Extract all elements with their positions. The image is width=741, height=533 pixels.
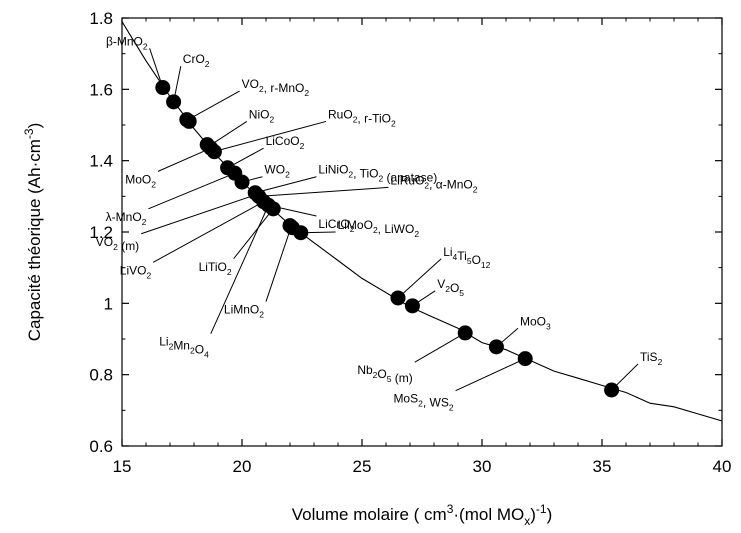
y-tick-label: 1 [104,294,113,313]
annotation-label: MoS2, WS2 [393,392,453,413]
annotation-label: TiS2 [640,350,663,367]
annotation-label: LiTiO2 [199,260,232,277]
leader-line [157,147,212,172]
leader-line [397,258,442,299]
leader-line [255,176,317,194]
x-tick-label: 25 [353,457,372,476]
plot-frame [121,17,723,447]
annotations: β-MnO2 CrO2 VO2, r-MnO2 NiO2 RuO2, r-TiO2 MoO… [96,34,663,412]
x-tick-label: 35 [593,457,612,476]
data-point [517,351,533,367]
annotation-label: RuO2, r-TiO2 [328,107,396,128]
annotation-label: VO2, r-MnO2 [242,77,310,98]
data-point [206,144,222,160]
data-point [404,298,420,314]
data-point [166,94,182,110]
x-tick-label: 30 [473,457,492,476]
y-tick-label: 0.8 [89,366,113,385]
annotation-label: CrO2 [183,52,210,69]
leader-line [233,208,274,260]
annotation-label: β-MnO2 [106,34,148,51]
annotation-label: LiRuO2, α-MnO2 [390,173,477,194]
y-tick-label: 1.8 [89,9,113,28]
annotation-label: NiO2 [249,107,275,124]
data-point [457,325,473,341]
data-point [488,339,504,355]
annotation-label: LiCoO2 [266,134,305,151]
leader-line [148,172,235,210]
annotation-label: LiMoO2, LiWO2 [338,218,420,239]
y-tick-label: 1.4 [89,152,113,171]
leader-line [187,90,240,121]
annotation-label: MoO3 [520,314,551,331]
data-point [293,225,309,241]
annotation-label: LiCrO2 [318,217,354,234]
fit-curve [122,21,722,422]
annotation-label: MoO2 [125,172,156,189]
data-point [265,201,281,217]
annotation-label: WO2 [264,163,290,180]
annotation-label: V2O5 [437,277,464,298]
annotation-label: Nb2O5 (m) [357,363,412,385]
data-point [390,290,406,306]
annotation-label: Li2Mn2O4 [159,335,209,360]
leader-line [141,194,257,235]
annotation-label: LiVO2 [120,263,152,280]
annotation-label: LiMnO2 [224,303,264,320]
x-tick-label: 40 [713,457,732,476]
data-point [234,174,250,190]
y-axis-label: Capacité théorique (Ah·cm-3) [22,123,44,342]
annotation-label: VO2 (m) [96,235,139,253]
leader-lines [141,48,639,392]
leader-line [213,120,327,153]
y-tick-label: 0.6 [89,437,113,456]
leader-line [210,205,269,334]
leader-line [152,201,264,263]
leader-line [414,332,466,363]
data-point [181,113,197,129]
data-point [604,382,620,398]
annotation-label: λ-MnO2 [106,210,147,227]
x-tick-label: 20 [233,457,252,476]
y-tick-label: 1.6 [89,80,113,99]
leader-line [455,358,526,392]
x-axis-label: Volume molaire ( cm3·(mol MOx)-1) [292,502,552,528]
data-points [155,80,620,398]
data-point [155,80,171,96]
y-tick-label: 1.2 [89,223,113,242]
x-tick-label: 15 [113,457,132,476]
annotation-label: LiNiO2, TiO2 (anatase) [318,163,437,185]
axis-ticks: 15 20 25 30 35 40 0.6 0.8 1 1.2 1.4 1.6 1.8 [89,9,731,476]
leader-line [265,226,292,302]
fit-curve-layer [122,21,722,422]
leader-line [258,186,389,197]
annotation-label: Li4Ti5O12 [443,245,490,270]
